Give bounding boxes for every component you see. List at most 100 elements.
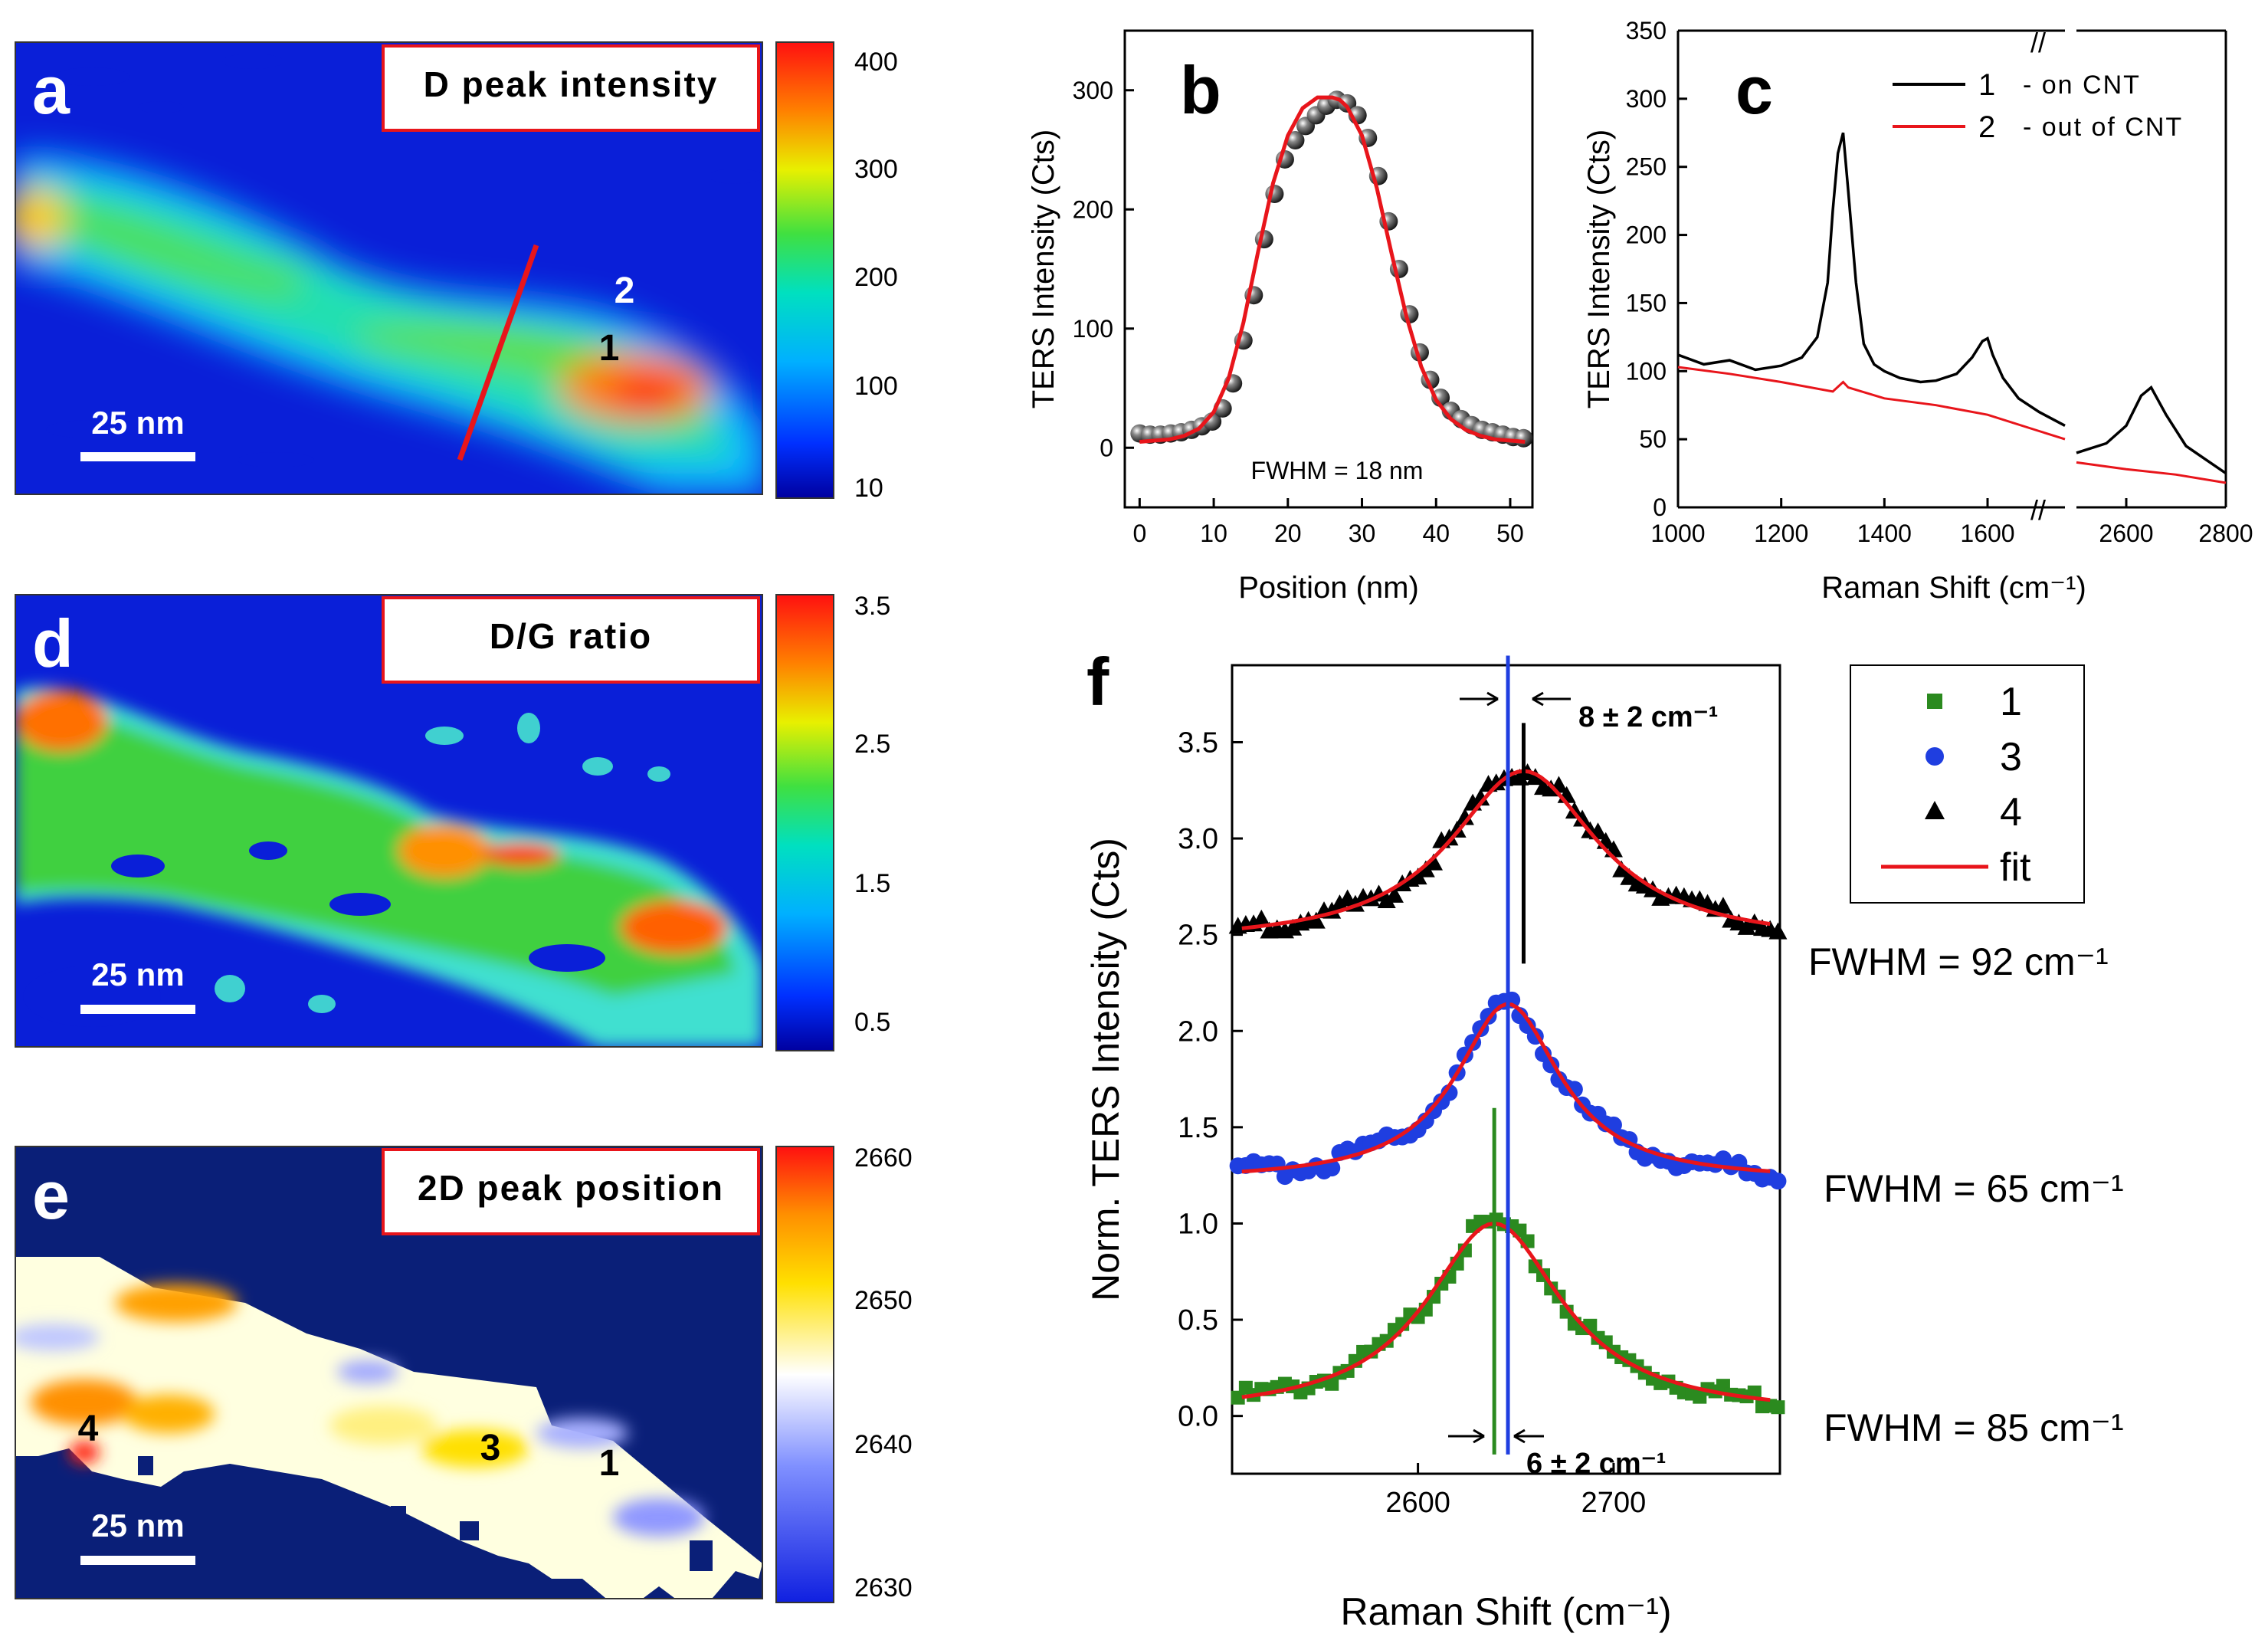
chart-c-xtick-label: 1200 <box>1754 520 1808 547</box>
scale-label-d: 25 nm <box>91 956 184 992</box>
map-e-point-1: 1 <box>599 1443 620 1484</box>
chart-f-legend-label: 4 <box>2000 790 2022 835</box>
panel-letter-b: b <box>1180 52 1221 128</box>
chart-c-xtick-label: 1600 <box>1960 520 2014 547</box>
chart-c-xlabel: Raman Shift (cm⁻¹) <box>1821 571 2086 605</box>
chart-b-point <box>1514 428 1533 448</box>
chart-f-point-4 <box>1330 894 1349 912</box>
chart-c: 1000 1200 1400 1600 2600 2800 0 50 100 150 200 250 3… <box>1582 17 2253 605</box>
chart-f-point-3 <box>1769 1173 1787 1190</box>
chart-c-ytick-label: 150 <box>1626 289 1667 317</box>
chart-f-legend-swatch <box>1925 801 1945 819</box>
chart-b-frame <box>1123 29 1534 509</box>
chart-c-xtick-label: 1000 <box>1650 520 1705 547</box>
chart-f-fit-line <box>1241 769 1771 930</box>
chart-f-legend-swatch <box>1927 694 1942 709</box>
chart-b: 0 10 20 30 40 50 0 100 200 300 Position (nm) TERS I… <box>1027 29 1534 605</box>
panel-d-title-box <box>382 596 760 684</box>
colorbar-a <box>775 41 834 499</box>
chart-f-ytick-label: 2.5 <box>1178 920 1218 952</box>
panel-letter-c: c <box>1735 52 1773 128</box>
chart-f-point-4 <box>1377 891 1396 909</box>
chart-c-legend-label: - on CNT <box>2023 71 2141 100</box>
panel-d-title: D/G ratio <box>490 616 652 656</box>
chart-b-ytick-label: 100 <box>1073 315 1113 343</box>
chart-c-series-line <box>1677 132 2227 475</box>
chart-f-legend-box <box>1850 664 2085 904</box>
colorbar-e-tick: 2640 <box>854 1430 913 1459</box>
chart-f-legend-label: 3 <box>2000 735 2022 779</box>
colorbar-e <box>775 1146 834 1603</box>
chart-f-point-4 <box>1713 897 1732 914</box>
chart-b-xtick-label: 0 <box>1132 520 1146 547</box>
chart-c-ytick-label: 0 <box>1653 494 1667 521</box>
chart-f-xtick-label: 2700 <box>1581 1487 1647 1519</box>
chart-c-legend-num: 2 <box>1978 110 1995 144</box>
scale-label-e: 25 nm <box>91 1507 184 1543</box>
colorbar-a-tick: 400 <box>854 48 898 77</box>
chart-b-xtick-label: 50 <box>1496 520 1524 547</box>
chart-f-point-1 <box>1771 1400 1785 1415</box>
chart-f-frame <box>1231 664 1781 1475</box>
panel-letter-e: e <box>32 1157 70 1233</box>
chart-c-xtick-label: 2800 <box>2198 520 2253 547</box>
chart-f-point-4 <box>1526 768 1545 786</box>
colorbar-a-tick: 10 <box>854 474 883 503</box>
chart-c-ytick-label: 300 <box>1626 85 1667 113</box>
chart-f-point-4 <box>1573 809 1592 827</box>
panel-letter-f: f <box>1086 644 1109 720</box>
colorbar-a-tick: 300 <box>854 155 898 184</box>
chart-b-xtick-label: 30 <box>1349 520 1376 547</box>
chart-f-shift-bottom-label: 6 ± 2 cm⁻¹ <box>1526 1448 1666 1480</box>
chart-f-point-4 <box>1737 917 1756 935</box>
chart-f-arrow-right <box>1532 691 1571 707</box>
colorbar-a-tick: 200 <box>854 263 898 292</box>
chart-c-ytick-label: 250 <box>1626 153 1667 181</box>
map-a-point-1: 1 <box>599 328 620 369</box>
chart-b-xlabel: Position (nm) <box>1238 571 1419 605</box>
chart-f-ytick-label: 1.5 <box>1178 1112 1218 1144</box>
chart-b-ytick-label: 0 <box>1100 434 1113 461</box>
chart-f-point-1 <box>1325 1376 1339 1391</box>
chart-c-series-line <box>1677 366 2227 484</box>
scale-label-a: 25 nm <box>91 405 184 441</box>
chart-f-point-4 <box>1455 808 1474 825</box>
chart-c-axis-break-top: // <box>2030 27 2046 58</box>
panel-letter-a: a <box>32 52 70 128</box>
chart-f-point-4 <box>1385 885 1404 903</box>
chart-b-xtick-label: 10 <box>1200 520 1227 547</box>
chart-b-point <box>1286 131 1305 150</box>
chart-c-ytick-label: 50 <box>1639 425 1667 453</box>
chart-b-ylabel: TERS Intensity (Cts) <box>1027 130 1060 409</box>
chart-b-ytick-label: 200 <box>1073 195 1113 223</box>
chart-f-point-4 <box>1424 853 1444 871</box>
panel-e-title-box <box>382 1148 760 1235</box>
chart-f-point-4 <box>1252 909 1271 927</box>
map-a-point-2: 2 <box>615 271 635 311</box>
chart-f-point-4 <box>1283 918 1303 936</box>
chart-f: 2600 2700 0.0 0.5 1.0 1.5 2.0 2.5 3.0 3.5 Raman Sh… <box>1084 655 2085 1633</box>
chart-f-ylabel: Norm. TERS Intensity (Cts) <box>1084 838 1127 1301</box>
chart-c-ytick-label: 350 <box>1626 17 1667 44</box>
chart-f-ytick-label: 0.0 <box>1178 1401 1218 1433</box>
chart-f-point-4 <box>1306 911 1326 929</box>
chart-c-ylabel: TERS Intensity (Cts) <box>1582 130 1616 409</box>
scale-bar-a <box>80 452 195 461</box>
chart-b-fit-line <box>1139 95 1526 444</box>
map-e-point-3: 3 <box>480 1428 501 1468</box>
chart-f-fwhm-1: FWHM = 85 cm⁻¹ <box>1824 1406 2124 1449</box>
chart-c-legend-num: 1 <box>1978 68 1995 102</box>
chart-f-xlabel: Raman Shift (cm⁻¹) <box>1340 1590 1671 1633</box>
chart-f-ytick-label: 2.0 <box>1178 1015 1218 1048</box>
chart-c-legend-label: - out of CNT <box>2023 113 2183 142</box>
chart-f-arrow-right <box>1513 1429 1544 1444</box>
chart-f-ytick-label: 3.0 <box>1178 823 1218 855</box>
chart-b-ytick-label: 300 <box>1073 77 1113 104</box>
chart-f-ytick-label: 1.0 <box>1178 1208 1218 1240</box>
chart-b-point <box>1338 93 1357 113</box>
chart-f-shift-top-label: 8 ± 2 cm⁻¹ <box>1578 701 1718 733</box>
chart-f-arrow-left <box>1448 1429 1485 1444</box>
chart-f-fit-line <box>1241 1221 1771 1402</box>
chart-f-point-4 <box>1471 789 1490 806</box>
